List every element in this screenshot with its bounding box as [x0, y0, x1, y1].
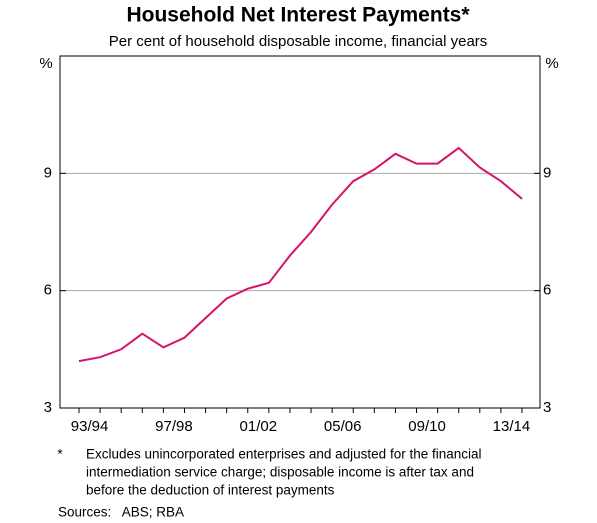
x-tick-label: 13/14: [493, 418, 531, 435]
y-unit-left: %: [39, 55, 52, 72]
y-tick-label: 6: [44, 282, 52, 299]
footnote-marker: *: [57, 447, 63, 462]
x-tick-label: 09/10: [408, 418, 446, 435]
chart-subtitle: Per cent of household disposable income,…: [109, 33, 488, 50]
data-line: [78, 146, 523, 363]
y2-tick-label: 6: [543, 282, 551, 299]
y-tick-label: 3: [44, 399, 52, 416]
x-tick-label: 93/94: [71, 418, 109, 435]
x-tick-label: 01/02: [240, 418, 278, 435]
chart-title: Household Net Interest Payments*: [126, 4, 470, 27]
footnote-line: intermediation service charge; disposabl…: [86, 465, 474, 480]
y-tick-label: 9: [44, 164, 52, 181]
y2-tick-label: 3: [543, 399, 551, 416]
footnote-line: Excludes unincorporated enterprises and …: [86, 447, 482, 462]
x-tick-label: 05/06: [324, 418, 362, 435]
plot-frame: [59, 55, 541, 409]
footnote-line: before the deduction of interest payment…: [86, 483, 335, 498]
y-unit-right: %: [545, 55, 558, 72]
x-tick-label: 97/98: [155, 418, 193, 435]
y2-tick-label: 9: [543, 164, 551, 181]
sources: Sources: ABS; RBA: [58, 505, 184, 520]
